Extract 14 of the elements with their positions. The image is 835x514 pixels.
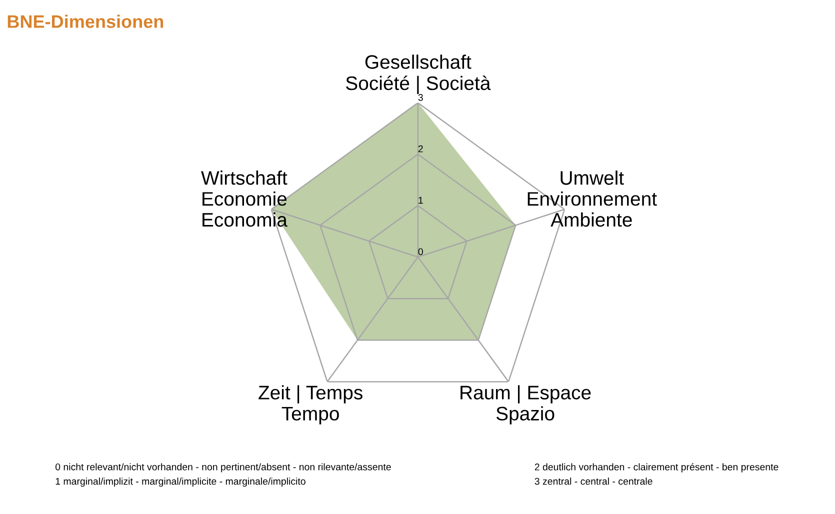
text: 1 marginal/implizit - marginal/implicite - marginale/implicito bbox=[56, 478, 306, 487]
text: 0 nicht relevant/nicht vorhanden - non pertinent/absent - non rilevante/assente bbox=[55, 463, 391, 472]
spoke-label: Zeit | Temps Tempo bbox=[258, 385, 362, 424]
text: 2 deutlich vorhanden - clairement présent - ben presente bbox=[534, 463, 778, 472]
spoke-label: Umwelt Environnement Ambiente bbox=[528, 170, 657, 227]
chart-title: BNE-Dimensionen bbox=[8, 14, 164, 28]
spoke-label: Wirtschaft Economie Economia bbox=[201, 170, 288, 227]
spoke-label: Gesellschaft Société | Società bbox=[346, 54, 491, 94]
text: 3 zentral - central - centrale bbox=[534, 478, 652, 485]
y-tick-label: 0 bbox=[418, 248, 423, 256]
y-tick-label: 3 bbox=[418, 94, 423, 101]
y-tick-label: 2 bbox=[418, 145, 423, 152]
y-tick-label: 1 bbox=[418, 196, 423, 204]
spoke-label: Raum | Espace Spazio bbox=[460, 385, 591, 424]
